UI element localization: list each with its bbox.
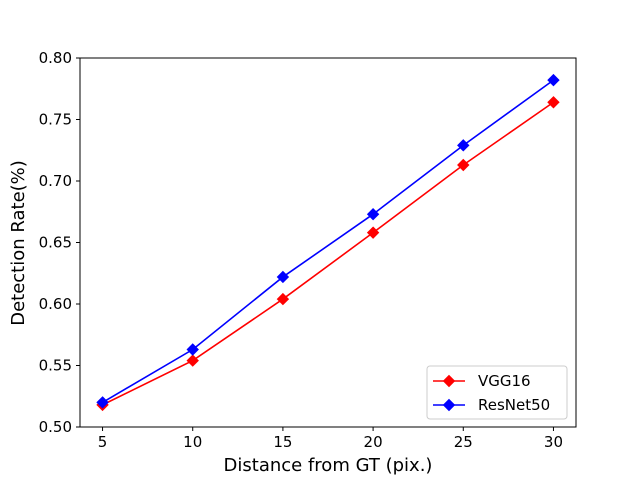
legend-marker (442, 398, 456, 412)
data-point-vgg16 (457, 158, 470, 172)
y-tick-label: 0.75 (39, 111, 72, 129)
data-point-resnet50 (457, 139, 470, 152)
x-tick-label: 20 (364, 433, 383, 451)
y-tick-label: 0.60 (39, 295, 72, 313)
legend-label-resnet50: ResNet50 (478, 396, 550, 414)
data-point-vgg16 (547, 96, 560, 109)
y-tick-label: 0.80 (39, 49, 72, 67)
data-point-resnet50 (547, 73, 560, 87)
data-point-resnet50 (276, 270, 290, 284)
legend-label-vgg16: VGG16 (478, 372, 531, 390)
data-point-resnet50 (366, 208, 380, 221)
y-tick-label: 0.55 (39, 357, 72, 375)
y-tick-label: 0.65 (39, 234, 72, 252)
series-line-resnet50 (102, 79, 554, 404)
x-tick-label: 15 (273, 433, 292, 451)
data-point-vgg16 (276, 292, 290, 306)
y-axis-label: Detection Rate(%) (8, 160, 29, 326)
legend-marker (442, 374, 456, 388)
series-layer (96, 73, 560, 412)
x-tick-label: 5 (98, 433, 108, 451)
y-tick-label: 0.70 (39, 172, 72, 190)
x-tick-label: 25 (454, 433, 473, 451)
y-axis-ticks: 0.50 0.55 0.60 0.65 0.70 0.75 0.80 (39, 49, 80, 436)
y-tick-label: 0.50 (39, 418, 72, 436)
data-point-vgg16 (186, 354, 199, 367)
series-line-vgg16 (102, 101, 554, 406)
data-point-vgg16 (366, 226, 380, 239)
x-axis-ticks: 5 10 15 20 25 30 (98, 427, 563, 451)
data-point-resnet50 (186, 343, 199, 356)
data-point-resnet50 (96, 396, 109, 409)
x-tick-label: 30 (544, 433, 563, 451)
plot-frame (79, 57, 577, 428)
legend: VGG16 ResNet50 (426, 365, 568, 420)
x-axis-label: Distance from GT (pix.) (224, 455, 433, 476)
x-tick-label: 10 (183, 433, 202, 451)
